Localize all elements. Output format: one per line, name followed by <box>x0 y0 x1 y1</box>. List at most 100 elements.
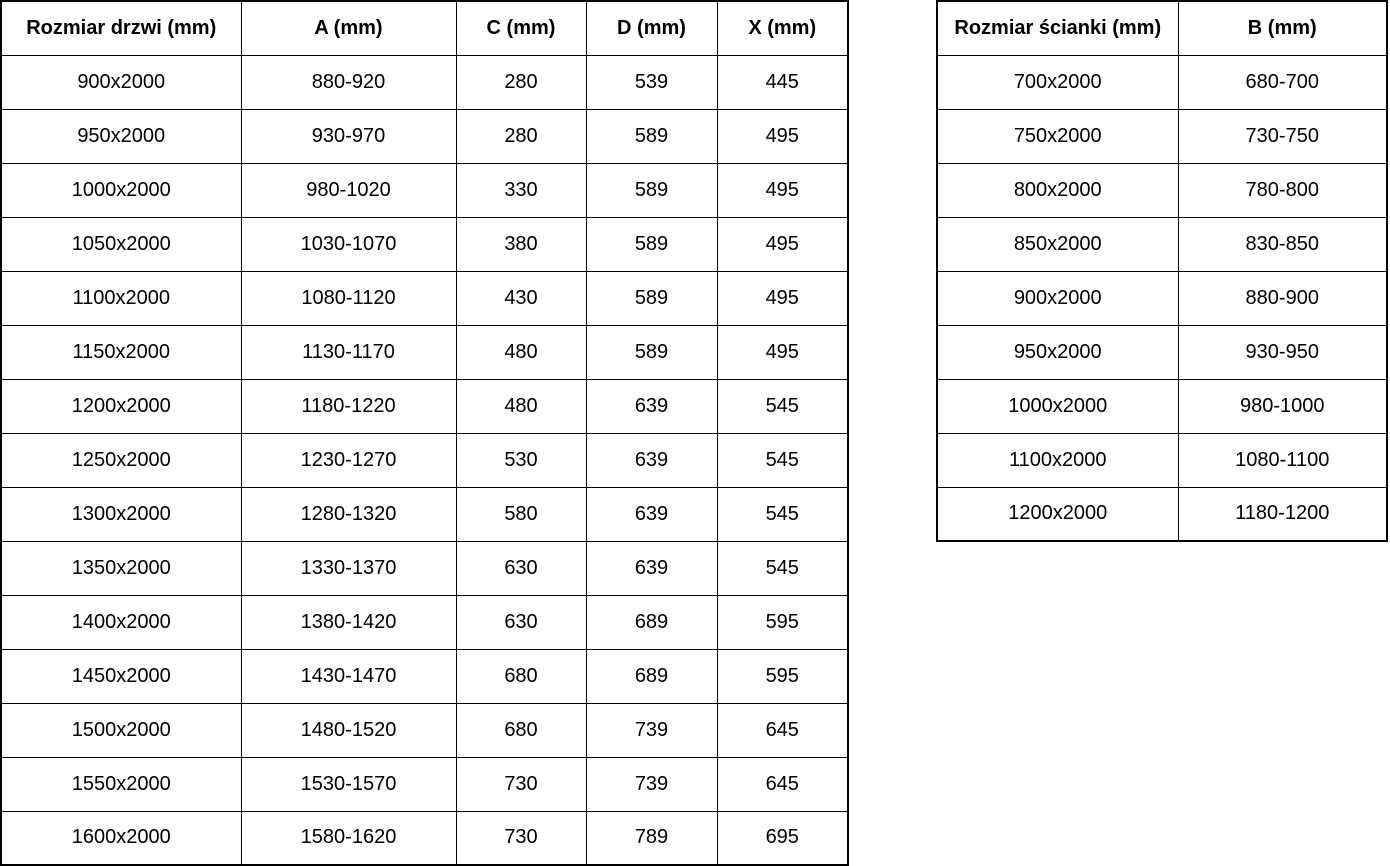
table-cell: 545 <box>716 432 849 488</box>
table-row: 1050x2000 1030-1070 380 589 495 <box>0 216 849 272</box>
table-cell: 1000x2000 <box>936 378 1179 434</box>
header-x: X (mm) <box>716 0 849 56</box>
table-row: 900x2000 880-920 280 539 445 <box>0 54 849 110</box>
table-cell: 630 <box>455 594 587 650</box>
table-cell: 639 <box>585 486 718 542</box>
table-cell: 280 <box>455 108 587 164</box>
table-row: 1250x2000 1230-1270 530 639 545 <box>0 432 849 488</box>
table-cell: 700x2000 <box>936 54 1179 110</box>
table-cell: 680 <box>455 702 587 758</box>
table-cell: 1000x2000 <box>0 162 242 218</box>
table-cell: 780-800 <box>1177 162 1388 218</box>
table-cell: 495 <box>716 324 849 380</box>
table-cell: 900x2000 <box>936 270 1179 326</box>
table-cell: 1150x2000 <box>0 324 242 380</box>
table-cell: 830-850 <box>1177 216 1388 272</box>
table-cell: 950x2000 <box>936 324 1179 380</box>
table-cell: 1380-1420 <box>240 594 457 650</box>
table-row: 1000x2000 980-1000 <box>936 378 1388 434</box>
table-row: 950x2000 930-950 <box>936 324 1388 380</box>
header-a: A (mm) <box>240 0 457 56</box>
table-row: 1400x2000 1380-1420 630 689 595 <box>0 594 849 650</box>
table-cell: 1230-1270 <box>240 432 457 488</box>
table-row: 1350x2000 1330-1370 630 639 545 <box>0 540 849 596</box>
table-cell: 639 <box>585 540 718 596</box>
table-row: 800x2000 780-800 <box>936 162 1388 218</box>
table-cell: 730-750 <box>1177 108 1388 164</box>
table-cell: 1530-1570 <box>240 756 457 812</box>
table-cell: 589 <box>585 216 718 272</box>
door-table-header-row: Rozmiar drzwi (mm) A (mm) C (mm) D (mm) … <box>0 0 849 56</box>
table-cell: 639 <box>585 378 718 434</box>
header-wall-size: Rozmiar ścianki (mm) <box>936 0 1179 56</box>
table-cell: 850x2000 <box>936 216 1179 272</box>
table-cell: 1050x2000 <box>0 216 242 272</box>
table-cell: 680-700 <box>1177 54 1388 110</box>
table-cell: 645 <box>716 756 849 812</box>
table-cell: 545 <box>716 378 849 434</box>
header-c: C (mm) <box>455 0 587 56</box>
table-cell: 480 <box>455 378 587 434</box>
table-cell: 580 <box>455 486 587 542</box>
table-row: 1100x2000 1080-1120 430 589 495 <box>0 270 849 326</box>
table-row: 750x2000 730-750 <box>936 108 1388 164</box>
table-cell: 595 <box>716 648 849 704</box>
table-cell: 980-1000 <box>1177 378 1388 434</box>
table-cell: 1180-1220 <box>240 378 457 434</box>
table-cell: 545 <box>716 486 849 542</box>
table-cell: 1400x2000 <box>0 594 242 650</box>
table-row: 1500x2000 1480-1520 680 739 645 <box>0 702 849 758</box>
table-cell: 1280-1320 <box>240 486 457 542</box>
table-row: 1200x2000 1180-1220 480 639 545 <box>0 378 849 434</box>
table-row: 850x2000 830-850 <box>936 216 1388 272</box>
table-cell: 880-900 <box>1177 270 1388 326</box>
table-row: 900x2000 880-900 <box>936 270 1388 326</box>
wall-table-header-row: Rozmiar ścianki (mm) B (mm) <box>936 0 1388 56</box>
table-cell: 739 <box>585 756 718 812</box>
table-cell: 689 <box>585 594 718 650</box>
table-cell: 589 <box>585 108 718 164</box>
table-row: 700x2000 680-700 <box>936 54 1388 110</box>
table-cell: 1200x2000 <box>936 486 1179 542</box>
header-d: D (mm) <box>585 0 718 56</box>
table-cell: 645 <box>716 702 849 758</box>
table-cell: 880-920 <box>240 54 457 110</box>
table-row: 1200x2000 1180-1200 <box>936 486 1388 542</box>
table-cell: 789 <box>585 810 718 866</box>
table-cell: 630 <box>455 540 587 596</box>
table-row: 1150x2000 1130-1170 480 589 495 <box>0 324 849 380</box>
table-cell: 280 <box>455 54 587 110</box>
door-size-table: Rozmiar drzwi (mm) A (mm) C (mm) D (mm) … <box>0 0 849 866</box>
table-cell: 545 <box>716 540 849 596</box>
table-cell: 930-950 <box>1177 324 1388 380</box>
table-cell: 495 <box>716 108 849 164</box>
table-cell: 730 <box>455 810 587 866</box>
table-cell: 380 <box>455 216 587 272</box>
wall-size-table: Rozmiar ścianki (mm) B (mm) 700x2000 680… <box>936 0 1388 542</box>
table-cell: 589 <box>585 162 718 218</box>
table-row: 950x2000 930-970 280 589 495 <box>0 108 849 164</box>
table-row: 1100x2000 1080-1100 <box>936 432 1388 488</box>
table-cell: 689 <box>585 648 718 704</box>
table-cell: 980-1020 <box>240 162 457 218</box>
table-cell: 495 <box>716 216 849 272</box>
table-row: 1550x2000 1530-1570 730 739 645 <box>0 756 849 812</box>
table-cell: 639 <box>585 432 718 488</box>
table-cell: 589 <box>585 324 718 380</box>
table-cell: 445 <box>716 54 849 110</box>
table-cell: 695 <box>716 810 849 866</box>
table-row: 1600x2000 1580-1620 730 789 695 <box>0 810 849 866</box>
table-cell: 1030-1070 <box>240 216 457 272</box>
table-cell: 530 <box>455 432 587 488</box>
table-cell: 539 <box>585 54 718 110</box>
table-cell: 1200x2000 <box>0 378 242 434</box>
table-cell: 800x2000 <box>936 162 1179 218</box>
table-cell: 1550x2000 <box>0 756 242 812</box>
table-cell: 1600x2000 <box>0 810 242 866</box>
table-row: 1300x2000 1280-1320 580 639 545 <box>0 486 849 542</box>
header-b: B (mm) <box>1177 0 1388 56</box>
table-cell: 1300x2000 <box>0 486 242 542</box>
table-cell: 1330-1370 <box>240 540 457 596</box>
table-cell: 430 <box>455 270 587 326</box>
table-cell: 750x2000 <box>936 108 1179 164</box>
